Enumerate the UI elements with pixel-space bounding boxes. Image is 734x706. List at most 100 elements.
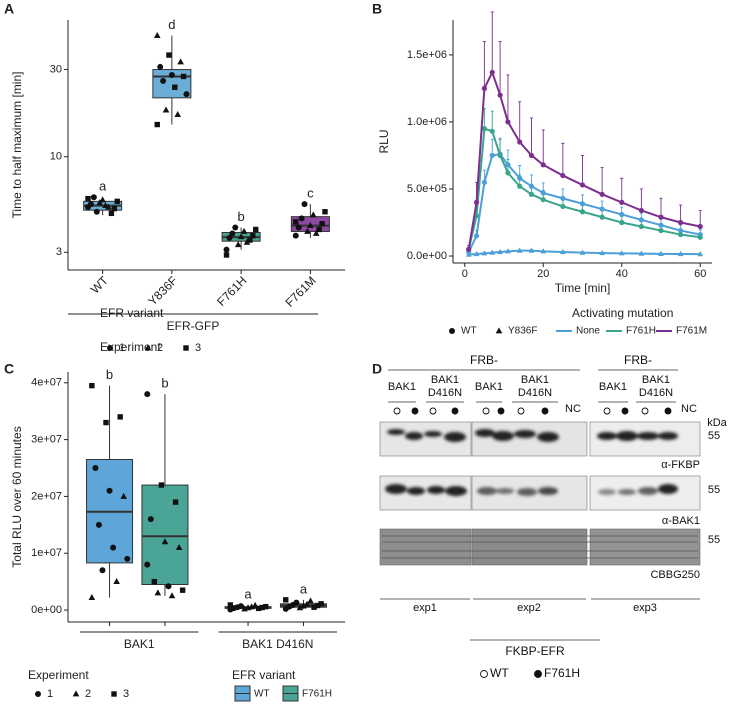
data-point xyxy=(172,499,179,505)
data-point xyxy=(560,203,566,210)
data-point xyxy=(237,603,244,610)
experiment-label: exp3 xyxy=(633,602,657,614)
data-point xyxy=(110,544,117,551)
data-point xyxy=(481,250,488,256)
legend-label: None xyxy=(576,326,600,337)
data-point xyxy=(223,252,230,258)
data-point xyxy=(505,162,511,168)
data-point xyxy=(105,203,112,210)
data-point xyxy=(111,205,118,212)
error-bar xyxy=(659,197,663,218)
data-point xyxy=(560,195,566,201)
data-point xyxy=(226,234,233,241)
data-point xyxy=(247,237,253,243)
data-point xyxy=(168,72,175,79)
data-point xyxy=(489,128,495,134)
significance-letter: a xyxy=(300,581,308,596)
y-tick-label: 0.0e+00 xyxy=(407,250,447,262)
legend-glyph xyxy=(107,345,113,351)
data-point xyxy=(161,538,169,545)
legend-title: Activating mutation xyxy=(572,306,673,320)
data-point xyxy=(108,210,115,217)
series-line xyxy=(467,127,701,250)
data-point xyxy=(528,247,535,253)
data-point xyxy=(154,121,160,128)
data-point xyxy=(227,602,234,608)
data-point xyxy=(677,250,684,257)
legend-label: F761M xyxy=(676,326,707,337)
data-point xyxy=(658,250,664,256)
data-point xyxy=(579,209,586,215)
data-point xyxy=(540,162,546,168)
error-bar xyxy=(518,101,522,143)
data-point xyxy=(223,246,230,253)
data-point xyxy=(497,152,503,159)
data-point xyxy=(93,208,100,215)
experiment-label: exp1 xyxy=(413,602,437,614)
nc-label: NC xyxy=(681,403,697,415)
data-point xyxy=(154,589,162,596)
x-tick-label: 60 xyxy=(694,268,706,280)
error-bar xyxy=(698,209,702,227)
group-label: EFR-GFP xyxy=(167,319,220,333)
kda-marker: 55 xyxy=(707,430,721,442)
data-point xyxy=(489,249,496,255)
legend-label: 3 xyxy=(195,342,201,354)
data-point xyxy=(473,233,480,239)
data-point xyxy=(505,170,511,176)
data-point xyxy=(540,197,546,203)
legend-title: Experiment xyxy=(100,340,161,354)
x-tick-label: Y836F xyxy=(145,273,180,308)
legend-label: WT xyxy=(490,666,509,680)
group-label: BAK1 xyxy=(124,637,155,651)
panel-label: D xyxy=(372,361,382,377)
data-point xyxy=(255,605,262,612)
data-point xyxy=(678,231,684,238)
data-point xyxy=(162,106,170,113)
y-tick-label: 1.0e+06 xyxy=(407,116,447,128)
data-point xyxy=(301,201,308,208)
legend-title: Experiment xyxy=(28,668,89,682)
x-tick-label: 20 xyxy=(537,268,549,280)
data-point xyxy=(166,52,172,58)
data-point xyxy=(638,223,644,230)
y-axis-title: Time to half maximum [min] xyxy=(10,72,24,219)
data-point xyxy=(481,179,487,185)
lane-label: BAK1 xyxy=(387,381,417,393)
data-point xyxy=(619,199,625,205)
data-point xyxy=(234,241,242,248)
data-point xyxy=(497,92,503,98)
data-point xyxy=(540,190,546,196)
antibody-label: CBBG250 xyxy=(650,569,700,581)
data-point xyxy=(147,516,154,523)
significance-letter: b xyxy=(238,209,245,224)
y-tick-label: 2e+07 xyxy=(31,490,62,502)
data-point xyxy=(296,604,304,611)
data-point xyxy=(678,227,684,234)
data-point xyxy=(99,196,106,203)
error-bar xyxy=(506,74,510,122)
data-point xyxy=(528,191,535,197)
data-point xyxy=(505,119,511,125)
error-bar xyxy=(541,129,545,165)
legend-label: WT xyxy=(254,689,270,700)
data-point xyxy=(473,250,480,257)
data-point xyxy=(90,194,97,201)
y-tick-label: 0e+00 xyxy=(31,604,62,616)
lane-label: BAK1 xyxy=(598,381,628,393)
significance-letter: b xyxy=(161,376,168,391)
x-tick-label: WT xyxy=(88,273,112,297)
y-axis-title: RLU xyxy=(377,129,391,153)
significance-letter: c xyxy=(307,186,314,201)
data-point xyxy=(560,248,566,255)
data-point xyxy=(697,223,703,230)
data-point xyxy=(180,73,187,80)
data-point xyxy=(481,85,487,91)
y-tick-label: 3e+07 xyxy=(31,434,62,446)
data-point xyxy=(316,226,322,233)
legend-title: EFR variant xyxy=(232,668,296,682)
data-point xyxy=(283,597,289,603)
data-point xyxy=(489,69,495,75)
legend-title: FKBP-EFR xyxy=(505,644,565,658)
y-tick-label: 1e+07 xyxy=(31,547,62,559)
